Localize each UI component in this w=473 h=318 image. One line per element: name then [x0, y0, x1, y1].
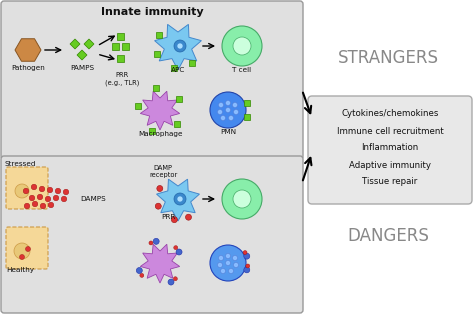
- Text: DANGERS: DANGERS: [347, 227, 429, 245]
- Circle shape: [210, 92, 246, 128]
- Polygon shape: [15, 39, 41, 61]
- Circle shape: [174, 277, 177, 281]
- Circle shape: [45, 196, 51, 202]
- Polygon shape: [154, 51, 160, 57]
- Polygon shape: [155, 24, 201, 70]
- Text: STRANGERS: STRANGERS: [338, 49, 438, 67]
- Circle shape: [233, 102, 237, 107]
- Circle shape: [61, 196, 67, 202]
- Polygon shape: [140, 244, 180, 283]
- Circle shape: [53, 195, 59, 201]
- Circle shape: [39, 186, 45, 192]
- Circle shape: [24, 203, 30, 209]
- Polygon shape: [70, 39, 80, 49]
- Circle shape: [233, 37, 251, 55]
- Text: DAMP
receptor: DAMP receptor: [149, 164, 177, 177]
- Polygon shape: [244, 100, 250, 106]
- Circle shape: [244, 253, 250, 259]
- Polygon shape: [149, 128, 156, 134]
- FancyBboxPatch shape: [1, 156, 303, 313]
- Circle shape: [234, 262, 238, 267]
- Circle shape: [19, 254, 25, 259]
- Circle shape: [155, 203, 161, 209]
- Text: Immune cell recruitment: Immune cell recruitment: [337, 127, 443, 135]
- Circle shape: [48, 202, 54, 208]
- Text: T cell: T cell: [232, 67, 252, 73]
- FancyBboxPatch shape: [6, 167, 48, 209]
- Polygon shape: [84, 39, 94, 49]
- Text: Cytokines/chemokines: Cytokines/chemokines: [342, 109, 438, 119]
- Circle shape: [226, 100, 230, 106]
- Circle shape: [55, 188, 61, 194]
- Circle shape: [177, 196, 183, 202]
- Text: DAMPS: DAMPS: [80, 196, 106, 202]
- Polygon shape: [116, 32, 123, 39]
- Circle shape: [226, 107, 230, 113]
- Circle shape: [210, 245, 246, 281]
- Polygon shape: [135, 103, 141, 109]
- Circle shape: [174, 245, 178, 250]
- Text: Macrophage: Macrophage: [138, 131, 182, 137]
- Circle shape: [168, 279, 174, 285]
- Circle shape: [244, 267, 250, 273]
- Circle shape: [226, 253, 230, 259]
- Polygon shape: [189, 60, 195, 66]
- Circle shape: [23, 188, 29, 194]
- FancyBboxPatch shape: [1, 1, 303, 159]
- Polygon shape: [153, 85, 159, 91]
- Circle shape: [40, 203, 46, 209]
- Circle shape: [226, 260, 230, 266]
- Polygon shape: [77, 50, 87, 60]
- Text: Adaptive immunity: Adaptive immunity: [349, 161, 431, 169]
- Text: PMN: PMN: [220, 129, 236, 135]
- Circle shape: [176, 249, 182, 255]
- Polygon shape: [140, 91, 180, 130]
- Circle shape: [234, 109, 238, 114]
- Circle shape: [31, 184, 37, 190]
- Circle shape: [233, 190, 251, 208]
- Circle shape: [220, 115, 226, 121]
- Circle shape: [153, 238, 159, 244]
- Circle shape: [219, 255, 224, 260]
- Circle shape: [246, 264, 250, 268]
- Circle shape: [47, 187, 53, 193]
- Polygon shape: [171, 65, 177, 71]
- Circle shape: [29, 195, 35, 201]
- Text: Pathogen: Pathogen: [11, 65, 45, 71]
- Circle shape: [37, 194, 43, 200]
- Circle shape: [185, 214, 192, 220]
- Circle shape: [177, 43, 183, 49]
- Text: PAMPS: PAMPS: [70, 65, 94, 71]
- Circle shape: [32, 201, 38, 207]
- Polygon shape: [122, 43, 129, 50]
- Circle shape: [218, 262, 222, 267]
- Circle shape: [174, 40, 186, 52]
- Circle shape: [157, 185, 163, 191]
- Polygon shape: [244, 114, 250, 120]
- Circle shape: [63, 189, 69, 195]
- Polygon shape: [116, 54, 123, 61]
- Text: Inflammation: Inflammation: [361, 143, 419, 153]
- Text: Stressed: Stressed: [4, 161, 36, 167]
- Text: APC: APC: [171, 67, 185, 73]
- Text: Tissue repair: Tissue repair: [362, 177, 418, 186]
- Circle shape: [171, 217, 177, 223]
- Circle shape: [222, 26, 262, 66]
- Circle shape: [243, 251, 247, 255]
- Circle shape: [174, 193, 186, 205]
- Circle shape: [228, 268, 234, 273]
- Circle shape: [222, 179, 262, 219]
- Polygon shape: [157, 179, 200, 221]
- Circle shape: [140, 273, 144, 277]
- Circle shape: [220, 268, 226, 273]
- Text: Innate immunity: Innate immunity: [101, 7, 203, 17]
- Polygon shape: [112, 43, 119, 50]
- Text: PRR
(e.g., TLR): PRR (e.g., TLR): [105, 72, 139, 86]
- Circle shape: [219, 102, 224, 107]
- Circle shape: [149, 241, 153, 245]
- Polygon shape: [176, 96, 182, 102]
- Polygon shape: [174, 121, 180, 127]
- Text: Healthy: Healthy: [6, 267, 34, 273]
- Polygon shape: [156, 32, 162, 38]
